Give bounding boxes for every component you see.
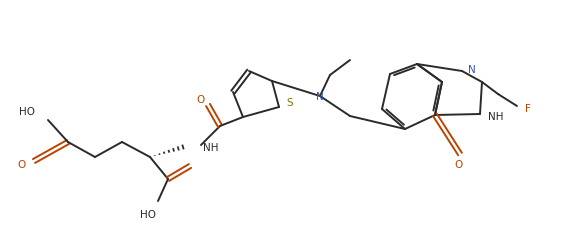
Text: NH: NH	[488, 112, 503, 122]
Text: O: O	[196, 94, 204, 104]
Text: N: N	[316, 92, 324, 102]
Text: HO: HO	[19, 106, 35, 117]
Text: HO: HO	[140, 209, 156, 219]
Text: NH: NH	[203, 142, 219, 152]
Text: O: O	[18, 159, 26, 169]
Text: O: O	[454, 159, 462, 169]
Text: N: N	[468, 65, 476, 75]
Text: S: S	[286, 98, 293, 108]
Text: F: F	[525, 104, 531, 114]
